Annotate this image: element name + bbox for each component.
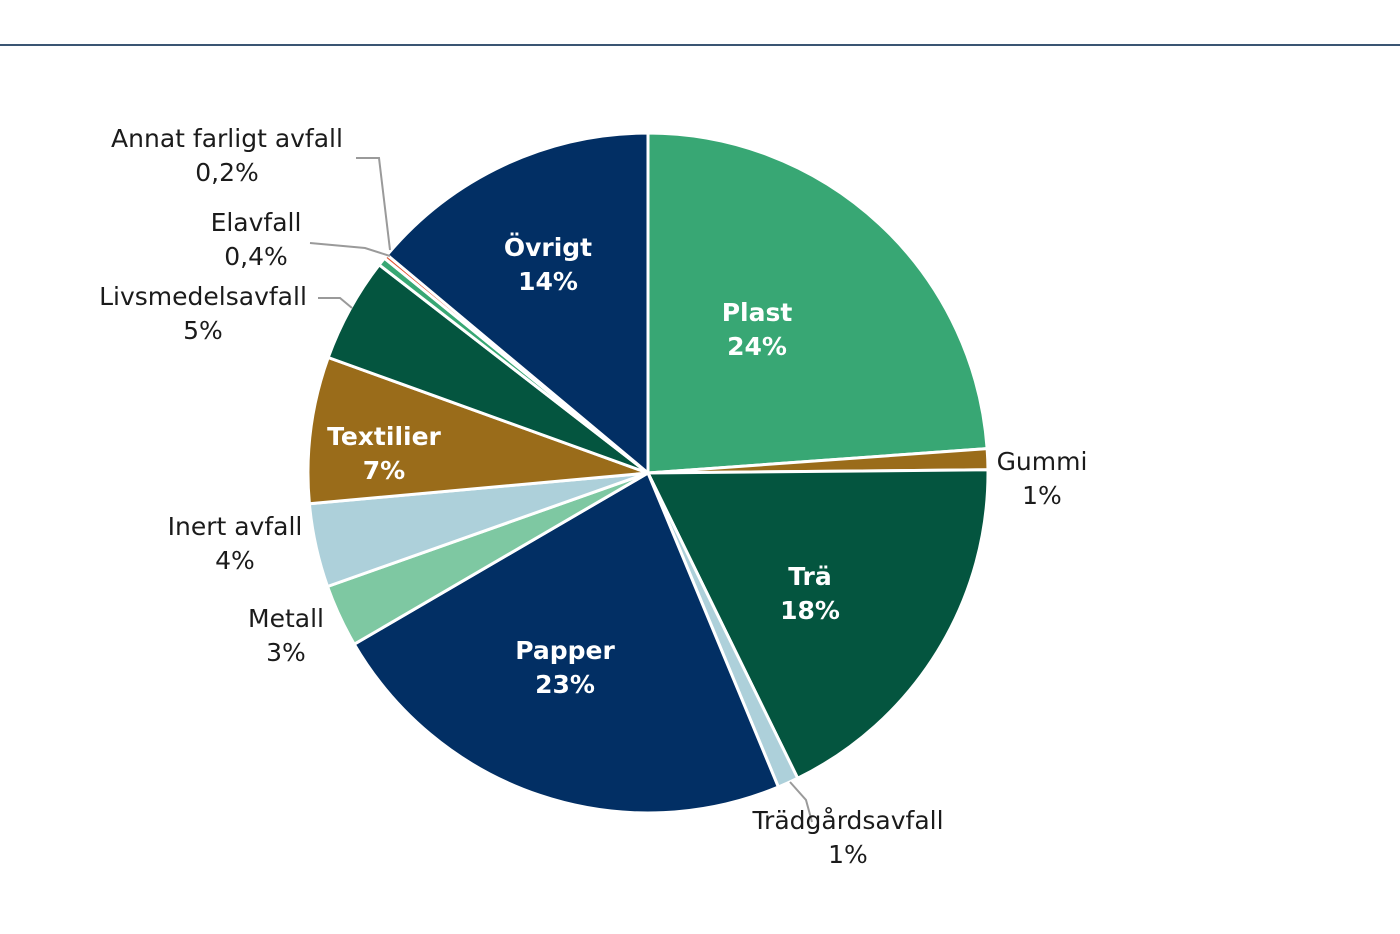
slice-value-annat-farligt-avfall: 0,2% xyxy=(195,158,259,187)
slice-labels: Plast 24% Gummi 1% Trä 18% Trädgårdsavfall 1% Pa… xyxy=(99,124,1087,869)
slice-label-gummi: Gummi xyxy=(997,447,1088,476)
slice-ovrigt xyxy=(385,131,650,475)
slice-label-textilier: Textilier xyxy=(327,422,441,451)
slice-label-papper: Papper xyxy=(515,636,615,665)
slice-value-gummi: 1% xyxy=(1022,481,1062,510)
slice-label-inert-avfall: Inert avfall xyxy=(168,512,303,541)
top-rule xyxy=(0,44,1400,46)
slice-value-textilier: 7% xyxy=(363,456,405,485)
slice-value-elavfall: 0,4% xyxy=(224,242,288,271)
slice-value-papper: 23% xyxy=(535,670,595,699)
slice-value-tradgardsavfall: 1% xyxy=(828,840,868,869)
slice-textilier xyxy=(306,355,650,506)
slice-plast xyxy=(646,131,989,475)
slice-label-tradgardsavfall: Trädgårdsavfall xyxy=(751,806,943,835)
slice-label-annat-farligt-avfall: Annat farligt avfall xyxy=(111,124,343,153)
slice-tra xyxy=(646,468,990,780)
slice-value-ovrigt: 14% xyxy=(518,267,578,296)
leader-line-livsmedelsavfall xyxy=(318,297,353,309)
slice-value-livsmedelsavfall: 5% xyxy=(183,316,223,345)
slice-value-tra: 18% xyxy=(780,596,840,625)
leader-line-annat-farligt-avfall xyxy=(356,157,391,251)
slice-papper xyxy=(352,471,780,815)
slice-label-elavfall: Elavfall xyxy=(211,208,302,237)
slice-label-ovrigt: Övrigt xyxy=(504,232,592,262)
leader-line-tradgardsavfall xyxy=(789,781,813,823)
slice-value-plast: 24% xyxy=(727,332,787,361)
slice-label-tra: Trä xyxy=(788,562,832,591)
leader-line-elavfall xyxy=(309,242,391,257)
slice-value-inert-avfall: 4% xyxy=(215,546,255,575)
slice-label-livsmedelsavfall: Livsmedelsavfall xyxy=(99,282,307,311)
slice-label-metall: Metall xyxy=(248,604,324,633)
pie-slices xyxy=(306,131,990,815)
leader-lines xyxy=(309,157,813,823)
slice-label-plast: Plast xyxy=(722,298,793,327)
slice-value-metall: 3% xyxy=(266,638,306,667)
